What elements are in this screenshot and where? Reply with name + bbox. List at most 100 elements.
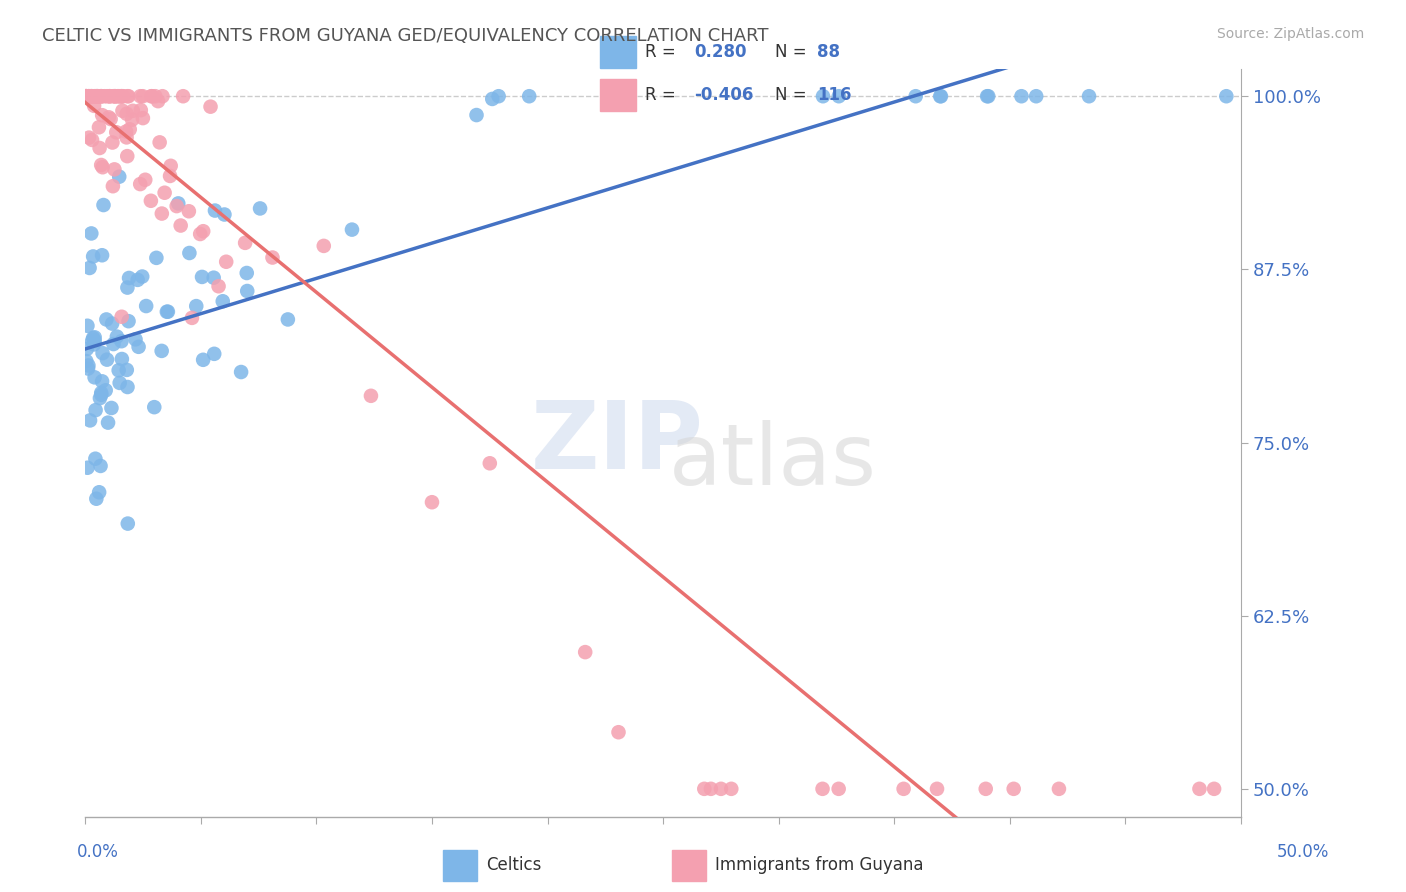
Point	[129, 103, 152, 117]
Text: -0.406: -0.406	[695, 87, 754, 104]
Point	[97, 416, 120, 430]
Point	[104, 89, 127, 103]
Point	[607, 725, 630, 739]
Point	[177, 204, 200, 219]
Point	[80, 89, 103, 103]
Bar	[600, 36, 636, 68]
Point	[110, 89, 132, 103]
Point	[90, 158, 112, 172]
Point	[101, 317, 124, 331]
Point	[80, 227, 103, 241]
Point	[115, 124, 138, 138]
Point	[115, 130, 138, 145]
Point	[77, 130, 100, 145]
Point	[86, 89, 108, 103]
Point	[129, 89, 152, 103]
Point	[111, 89, 134, 103]
Point	[720, 781, 742, 796]
Point	[574, 645, 596, 659]
Point	[86, 491, 108, 506]
Point	[90, 89, 112, 103]
Point	[75, 89, 97, 103]
Point	[86, 89, 108, 103]
Point	[1215, 89, 1237, 103]
Point	[83, 89, 105, 103]
Point	[340, 222, 363, 236]
Point	[233, 235, 256, 250]
Point	[100, 112, 122, 126]
Point	[87, 89, 110, 103]
Point	[170, 219, 193, 233]
Point	[200, 100, 222, 114]
Point	[1188, 781, 1211, 796]
Point	[86, 89, 108, 103]
Point	[90, 89, 112, 103]
Point	[124, 332, 146, 346]
Point	[87, 120, 110, 135]
Point	[84, 89, 107, 103]
Point	[75, 89, 97, 103]
Point	[86, 89, 108, 103]
Point	[83, 330, 105, 344]
Point	[181, 310, 204, 325]
Point	[107, 89, 129, 103]
Text: R =: R =	[645, 87, 682, 104]
Point	[152, 89, 174, 103]
Point	[478, 456, 501, 470]
Point	[929, 89, 952, 103]
Point	[131, 269, 153, 284]
Text: N =: N =	[775, 87, 811, 104]
Point	[76, 342, 98, 356]
Point	[150, 343, 173, 358]
Point	[827, 781, 849, 796]
Point	[75, 89, 97, 103]
Point	[98, 89, 121, 103]
Point	[127, 273, 149, 287]
Text: Source: ZipAtlas.com: Source: ZipAtlas.com	[1216, 27, 1364, 41]
Point	[811, 781, 834, 796]
Point	[191, 269, 214, 284]
Point	[159, 169, 181, 183]
Point	[117, 516, 139, 531]
Point	[98, 89, 121, 103]
Point	[101, 136, 124, 150]
Point	[82, 331, 104, 345]
Point	[103, 89, 125, 103]
Point	[115, 363, 138, 377]
Text: Celtics: Celtics	[486, 856, 541, 874]
Point	[156, 304, 179, 318]
Point	[166, 199, 188, 213]
Point	[108, 376, 131, 390]
Point	[107, 363, 129, 377]
Point	[90, 385, 112, 400]
Point	[202, 347, 225, 361]
Point	[112, 89, 135, 103]
Point	[107, 89, 129, 103]
Point	[143, 89, 166, 103]
Point	[312, 239, 335, 253]
Text: Immigrants from Guyana: Immigrants from Guyana	[716, 856, 924, 874]
Point	[82, 334, 104, 348]
Point	[91, 248, 114, 262]
Point	[93, 89, 115, 103]
Point	[229, 365, 252, 379]
Point	[132, 89, 155, 103]
Point	[191, 352, 214, 367]
Point	[117, 380, 139, 394]
Point	[76, 89, 98, 103]
Point	[1010, 89, 1032, 103]
Point	[111, 89, 134, 103]
Point	[91, 160, 114, 174]
Point	[117, 89, 139, 103]
Point	[1204, 781, 1226, 796]
Point	[693, 781, 716, 796]
Point	[82, 89, 104, 103]
Point	[135, 299, 157, 313]
Point	[103, 89, 125, 103]
Point	[420, 495, 443, 509]
Point	[90, 458, 112, 473]
Point	[481, 92, 503, 106]
Point	[141, 89, 163, 103]
Point	[172, 89, 194, 103]
Point	[517, 89, 540, 103]
